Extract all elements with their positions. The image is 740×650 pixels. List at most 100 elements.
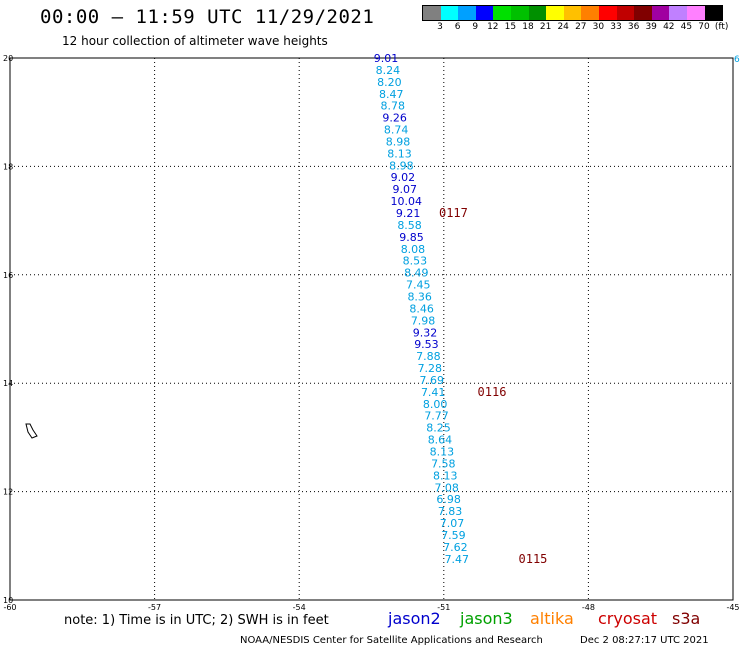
- colorbar-label: 12: [487, 22, 499, 32]
- swh-point: 7.69: [420, 374, 445, 387]
- swh-point: 8.24: [376, 64, 401, 77]
- colorbar-swatch: [581, 6, 599, 20]
- colorbar-swatch: [598, 6, 617, 20]
- footer-note: note: 1) Time is in UTC; 2) SWH is in fe…: [64, 613, 329, 628]
- lon-tick-label: -51: [437, 603, 450, 612]
- swh-point: 8.53: [403, 255, 428, 268]
- swh-point: 8.74: [384, 124, 409, 137]
- lat-tick-label: 18: [3, 162, 13, 171]
- swh-point: 6.98: [436, 493, 461, 506]
- swh-point: 9.07: [393, 183, 418, 196]
- colorbar-label: 9: [472, 22, 479, 32]
- swh-point: 9.26: [382, 112, 407, 125]
- swh-point: 8.25: [426, 422, 451, 435]
- swh-point: 7.07: [440, 517, 465, 530]
- colorbar-swatch: [440, 6, 459, 20]
- lat-tick-label: 14: [3, 379, 13, 388]
- colorbar: [422, 5, 724, 21]
- swh-point: 8.98: [386, 135, 411, 148]
- lat-tick-label: 16: [3, 271, 13, 280]
- swh-point: 7.59: [441, 529, 466, 542]
- swh-point: 8.98: [389, 159, 414, 172]
- lon-tick-label: -54: [293, 603, 306, 612]
- map-frame: [9, 57, 734, 601]
- swh-point: 7.83: [438, 505, 463, 518]
- swh-point: 8.00: [423, 398, 448, 411]
- right-edge-label: 6: [734, 55, 740, 65]
- lat-tick-label: 12: [3, 488, 13, 497]
- colorbar-label: 70: [698, 22, 710, 32]
- swh-point: 7.28: [418, 362, 443, 375]
- colorbar-label: 39: [645, 22, 657, 32]
- colorbar-swatch: [458, 6, 476, 20]
- swh-point: 7.62: [443, 541, 468, 554]
- swh-point: 7.47: [445, 553, 470, 566]
- colorbar-label: 42: [663, 22, 675, 32]
- colorbar-label: 3: [437, 22, 443, 32]
- lon-tick-label: -48: [582, 603, 595, 612]
- time-label: 0116: [478, 385, 507, 399]
- colorbar-label: 30: [592, 22, 605, 32]
- colorbar-label: 33: [610, 22, 622, 32]
- legend-jason2: jason2: [388, 609, 441, 628]
- lat-tick-label: 10: [3, 596, 13, 605]
- colorbar-swatch: [651, 6, 670, 20]
- colorbar-swatch: [510, 6, 529, 20]
- colorbar-swatch: [493, 6, 511, 20]
- colorbar-label: 15: [504, 22, 517, 32]
- swh-point: 8.46: [409, 302, 434, 315]
- colorbar-label: (ft): [714, 22, 729, 32]
- swh-point: 7.77: [424, 410, 449, 423]
- swh-point: 9.01: [374, 52, 399, 65]
- lon-tick-label: -60: [3, 603, 16, 612]
- colorbar-swatch: [423, 6, 441, 20]
- swh-point: 8.78: [380, 100, 405, 113]
- swh-point: 9.85: [399, 231, 424, 244]
- swh-point: 7.58: [431, 457, 456, 470]
- colorbar-swatch: [546, 6, 564, 20]
- swh-point: 7.41: [421, 386, 446, 399]
- swh-point: 7.08: [434, 481, 459, 494]
- time-label: 0115: [519, 552, 548, 566]
- map-title: 00:00 – 11:59 UTC 11/29/2021: [40, 6, 375, 28]
- swh-point: 9.32: [413, 326, 438, 339]
- swh-point: 8.36: [407, 290, 432, 303]
- swh-point: 10.04: [390, 195, 422, 208]
- legend-jason3: jason3: [460, 609, 513, 628]
- legend-cryosat: cryosat: [598, 609, 658, 628]
- credit-timestamp: Dec 2 08:27:17 UTC 2021: [580, 635, 709, 646]
- colorbar-swatch: [686, 6, 705, 20]
- colorbar-label: 27: [575, 22, 587, 32]
- swh-point: 7.88: [416, 350, 441, 363]
- lat-tick-label: 20: [3, 54, 13, 63]
- colorbar-swatch: [528, 6, 547, 20]
- colorbar-swatch: [704, 6, 723, 20]
- legend-s3a: s3a: [672, 609, 701, 628]
- lon-tick-label: -45: [726, 603, 739, 612]
- swh-point: 8.49: [404, 267, 429, 280]
- swh-point: 8.13: [430, 445, 455, 458]
- colorbar-swatch: [563, 6, 582, 20]
- colorbar-label: 45: [680, 22, 693, 32]
- lon-tick-label: -57: [148, 603, 161, 612]
- swh-point: 8.13: [433, 469, 458, 482]
- colorbar-swatch: [634, 6, 652, 20]
- legend-altika: altika: [530, 609, 574, 628]
- colorbar-label: 6: [454, 22, 461, 32]
- swh-point: 8.47: [379, 88, 404, 101]
- swh-point: 8.08: [401, 243, 426, 256]
- swh-point: 8.13: [387, 147, 412, 160]
- colorbar-label: 24: [557, 22, 569, 32]
- credit-text: NOAA/NESDIS Center for Satellite Applica…: [240, 635, 543, 646]
- swh-point: 9.53: [414, 338, 439, 351]
- colorbar-label: 21: [539, 22, 552, 32]
- map-subtitle: 12 hour collection of altimeter wave hei…: [62, 34, 328, 48]
- colorbar-label: 36: [627, 22, 640, 32]
- swh-point: 9.02: [391, 171, 416, 184]
- swh-point: 8.20: [377, 76, 402, 89]
- colorbar-swatch: [669, 6, 687, 20]
- colorbar-label: 18: [522, 22, 534, 32]
- island-outline: [25, 423, 38, 439]
- colorbar-swatch: [616, 6, 635, 20]
